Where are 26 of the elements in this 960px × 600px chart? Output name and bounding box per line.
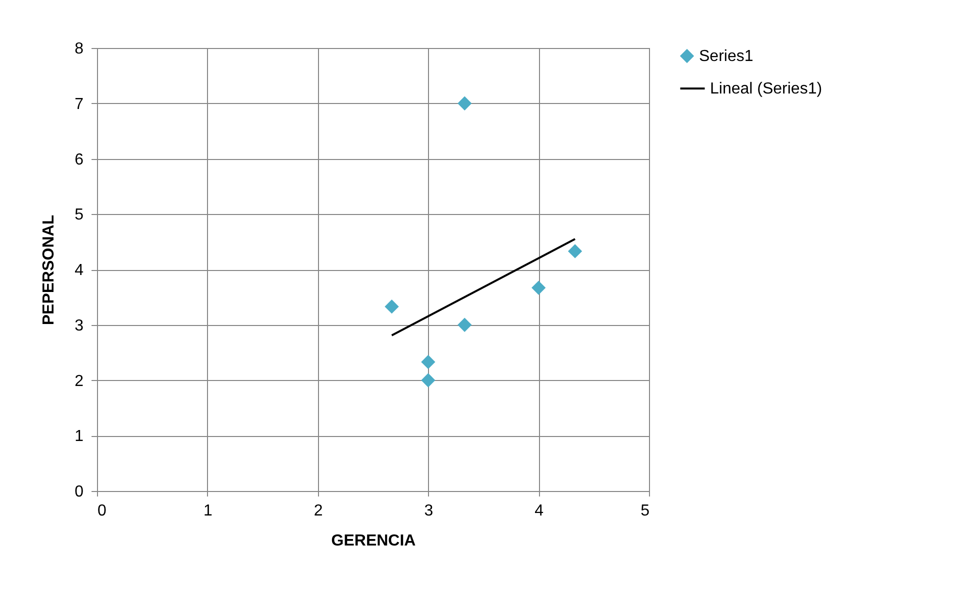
point	[458, 318, 472, 332]
point	[421, 373, 436, 388]
y-tick-label: 3	[74, 317, 84, 334]
x-tick-label: 1	[203, 502, 212, 520]
legend-label: Series1	[699, 48, 754, 65]
legend-label: Lineal (Series1)	[710, 80, 822, 98]
y-tick-label: 4	[74, 262, 84, 279]
point	[384, 300, 399, 314]
x-tick-label: 4	[534, 502, 544, 520]
x-tick-label: 5	[640, 502, 650, 520]
y-tick-label: 0	[74, 484, 84, 500]
x-axis-title: GERENCIA	[331, 532, 416, 550]
point	[458, 96, 472, 110]
y-axis-title: PEPERSONAL	[40, 214, 58, 326]
y-tick-label: 6	[74, 151, 84, 168]
x-tick-label: 0	[98, 502, 106, 520]
y-tick-label: 5	[74, 206, 84, 224]
y-tick-label: 1	[74, 428, 84, 446]
x-tick-label: 3	[424, 502, 434, 520]
y-tick-label: 7	[74, 96, 84, 113]
x-tick-label: 2	[314, 502, 323, 520]
point	[421, 354, 436, 370]
point	[568, 244, 582, 258]
y-tick-label: 2	[74, 372, 84, 390]
y-tick-label: 8	[74, 40, 84, 58]
point	[532, 280, 546, 295]
